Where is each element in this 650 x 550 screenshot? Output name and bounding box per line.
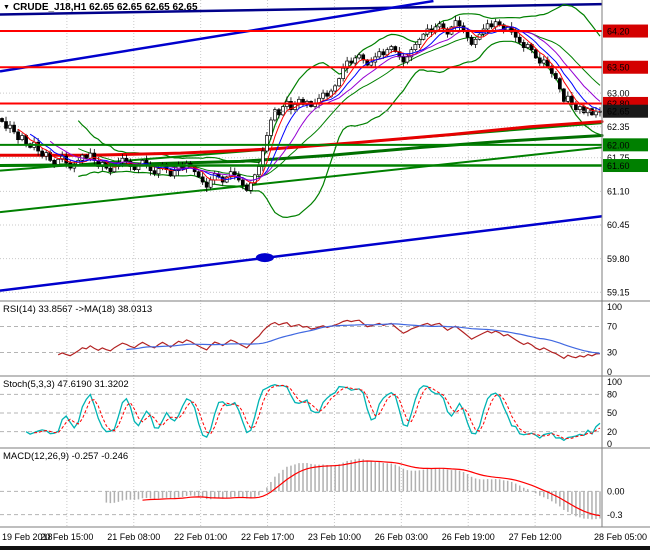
svg-text:21 Feb 08:00: 21 Feb 08:00 <box>107 532 160 542</box>
svg-text:80: 80 <box>607 390 617 400</box>
main-chart-title: ▼ CRUDE_J18,H1 62.65 62.65 62.65 62.65 <box>3 2 198 13</box>
rsi-panel <box>57 319 601 360</box>
svg-text:62.80: 62.80 <box>607 99 630 109</box>
symbol-dropdown-icon[interactable]: ▼ <box>3 4 10 11</box>
price-axis: 63.00 62.35 61.75 61.10 60.45 59.80 59.15 64.20… <box>601 0 648 527</box>
svg-text:27 Feb 12:00: 27 Feb 12:00 <box>509 532 562 542</box>
panel-3-grid: 0.00 -0.3 <box>0 487 625 520</box>
svg-text:26 Feb 03:00: 26 Feb 03:00 <box>375 532 428 542</box>
svg-text:63.00: 63.00 <box>607 88 630 98</box>
svg-text:20: 20 <box>607 427 617 437</box>
svg-text:50: 50 <box>607 408 617 418</box>
stochastic-panel <box>25 384 601 442</box>
svg-text:59.15: 59.15 <box>607 287 630 297</box>
rsi-label: RSI(14) 33.8567 ->MA(18) 38.0313 <box>3 304 153 315</box>
svg-text:20 Feb 15:00: 20 Feb 15:00 <box>40 532 93 542</box>
svg-text:100: 100 <box>607 377 622 387</box>
stoch-label: Stoch(5,3,3) 47.6190 31.3202 <box>3 379 129 390</box>
svg-text:61.10: 61.10 <box>607 187 630 197</box>
ohlc-values: 62.65 62.65 62.65 62.65 <box>89 2 198 13</box>
svg-text:62.65: 62.65 <box>607 107 630 117</box>
macd-label: MACD(12,26,9) -0.257 -0.246 <box>3 451 129 462</box>
price-levels <box>0 30 602 167</box>
svg-text:70: 70 <box>607 322 617 332</box>
svg-text:26 Feb 19:00: 26 Feb 19:00 <box>442 532 495 542</box>
svg-text:0: 0 <box>607 367 612 377</box>
svg-text:61.75: 61.75 <box>607 153 630 163</box>
svg-text:-0.3: -0.3 <box>607 510 623 520</box>
symbol-label: CRUDE_J18,H1 <box>12 2 87 13</box>
svg-text:60.45: 60.45 <box>607 220 630 230</box>
svg-text:19 Feb 2018: 19 Feb 2018 <box>2 532 53 542</box>
svg-text:0.00: 0.00 <box>607 487 625 497</box>
svg-text:61.60: 61.60 <box>607 161 630 171</box>
macd-panel <box>105 458 601 520</box>
svg-text:62.35: 62.35 <box>607 122 630 132</box>
panel-dividers <box>0 300 650 528</box>
svg-text:62.00: 62.00 <box>607 140 630 150</box>
svg-text:0: 0 <box>607 439 612 449</box>
main-price-panel <box>0 0 604 292</box>
window-bottom-edge <box>0 546 650 550</box>
svg-text:59.80: 59.80 <box>607 254 630 264</box>
svg-text:30: 30 <box>607 348 617 358</box>
svg-text:22 Feb 17:00: 22 Feb 17:00 <box>241 532 294 542</box>
svg-text:64.20: 64.20 <box>607 27 630 37</box>
svg-text:23 Feb 10:00: 23 Feb 10:00 <box>308 532 361 542</box>
candles <box>0 15 602 194</box>
svg-text:63.50: 63.50 <box>607 63 630 73</box>
svg-text:100: 100 <box>607 302 622 312</box>
svg-text:22 Feb 01:00: 22 Feb 01:00 <box>174 532 227 542</box>
svg-text:28 Feb 05:00: 28 Feb 05:00 <box>594 532 647 542</box>
